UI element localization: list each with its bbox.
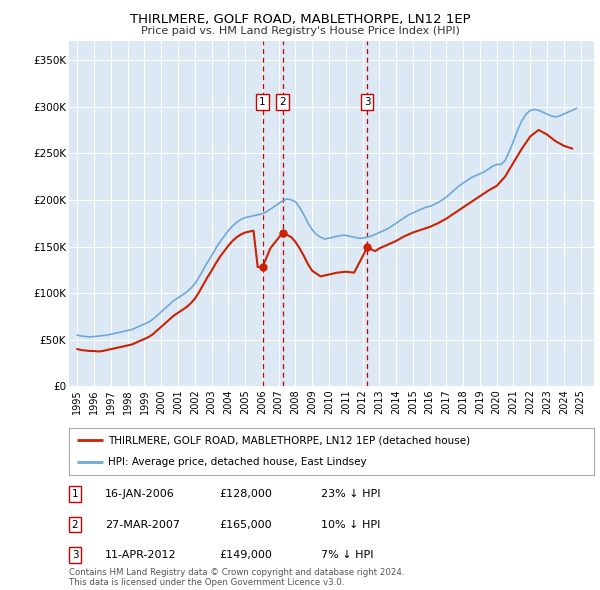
Text: THIRLMERE, GOLF ROAD, MABLETHORPE, LN12 1EP: THIRLMERE, GOLF ROAD, MABLETHORPE, LN12 …: [130, 13, 470, 26]
Text: 7% ↓ HPI: 7% ↓ HPI: [321, 550, 373, 560]
Text: 3: 3: [71, 550, 79, 560]
Text: 11-APR-2012: 11-APR-2012: [105, 550, 176, 560]
Text: 27-MAR-2007: 27-MAR-2007: [105, 520, 180, 529]
Text: THIRLMERE, GOLF ROAD, MABLETHORPE, LN12 1EP (detached house): THIRLMERE, GOLF ROAD, MABLETHORPE, LN12 …: [109, 435, 470, 445]
Text: 3: 3: [364, 97, 371, 107]
Text: 1: 1: [259, 97, 266, 107]
Text: 23% ↓ HPI: 23% ↓ HPI: [321, 489, 380, 499]
Text: 2: 2: [280, 97, 286, 107]
Text: £165,000: £165,000: [219, 520, 272, 529]
Text: Price paid vs. HM Land Registry's House Price Index (HPI): Price paid vs. HM Land Registry's House …: [140, 26, 460, 36]
Text: HPI: Average price, detached house, East Lindsey: HPI: Average price, detached house, East…: [109, 457, 367, 467]
Text: 1: 1: [71, 489, 79, 499]
Text: £149,000: £149,000: [219, 550, 272, 560]
Text: 10% ↓ HPI: 10% ↓ HPI: [321, 520, 380, 529]
Text: 2: 2: [71, 520, 79, 529]
Text: £128,000: £128,000: [219, 489, 272, 499]
Text: Contains HM Land Registry data © Crown copyright and database right 2024.
This d: Contains HM Land Registry data © Crown c…: [69, 568, 404, 587]
Text: 16-JAN-2006: 16-JAN-2006: [105, 489, 175, 499]
